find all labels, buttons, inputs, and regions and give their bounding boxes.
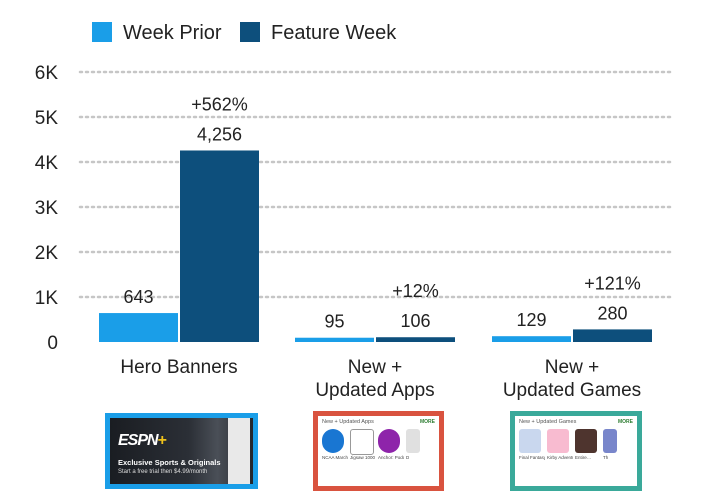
apps-carousel-thumbnail: New + Updated Apps MORE NCAA March Ma… J… [313, 411, 444, 491]
data-label: 129 [516, 310, 546, 330]
bar-feature-week [376, 337, 455, 342]
app-caption: Anchor: Podcasting… [378, 455, 404, 460]
legend-swatch [240, 22, 260, 42]
games-card: New + Updated Games MORE Final Fantasy D… [515, 416, 637, 486]
more-link: MORE [420, 419, 435, 425]
game-tile-partial [603, 429, 617, 453]
game-tile-kirby [547, 429, 569, 453]
data-label: 106 [400, 311, 430, 331]
player-image [228, 418, 250, 484]
change-label: +121% [584, 273, 641, 293]
y-tick-label: 2K [35, 243, 59, 264]
y-tick-label: 0 [47, 333, 58, 354]
x-tick-label: New + [348, 357, 402, 378]
app-caption: Jigsaw 1000 Puzzle… [350, 455, 376, 460]
change-label: +562% [191, 94, 248, 114]
gridlines [78, 70, 674, 299]
chart: Week Prior Feature Week 0 1K 2K 3K 4K 5K 6K 643… [35, 22, 674, 401]
game-tile-entire [575, 429, 597, 453]
espn-logo: ESPN+ [118, 432, 167, 449]
y-tick-label: 6K [35, 63, 59, 84]
game-caption: Final Fantasy Dissidia… [519, 455, 545, 460]
y-axis: 0 1K 2K 3K 4K 5K 6K [35, 63, 59, 354]
bars: 643 4,256 +562% 95 106 +12% 129 280 +121% [99, 94, 652, 342]
game-caption: Entire… [575, 455, 592, 460]
change-label: +12% [392, 281, 439, 301]
app-tile-partial [406, 429, 420, 453]
apps-card: New + Updated Apps MORE NCAA March Ma… J… [318, 416, 439, 486]
bar-feature-week [573, 329, 652, 342]
legend-label: Week Prior [123, 22, 222, 44]
data-label: 280 [597, 303, 627, 323]
banner-headline: Exclusive Sports & Originals [118, 458, 221, 467]
legend-swatch [92, 22, 112, 42]
bar-week-prior [99, 313, 178, 342]
app-tile-anchor [378, 429, 400, 453]
app-tile-ncaa [322, 429, 344, 453]
app-caption: D [406, 455, 410, 460]
app-caption: NCAA March Ma… [322, 455, 348, 460]
bar-week-prior [295, 337, 374, 342]
app-tile-jigsaw [350, 429, 374, 455]
y-tick-label: 1K [35, 288, 59, 309]
card-header: New + Updated Apps [322, 419, 374, 425]
y-tick-label: 5K [35, 108, 59, 129]
x-tick-label: Updated Apps [315, 380, 434, 401]
x-tick-label: New + [545, 357, 599, 378]
y-tick-label: 4K [35, 153, 59, 174]
bar-week-prior [492, 336, 571, 342]
banner-subline: Start a free trial then $4.99/month [118, 469, 208, 475]
game-caption: Th [603, 455, 609, 460]
x-tick-label: Hero Banners [120, 357, 237, 378]
data-label: 643 [123, 287, 153, 307]
legend: Week Prior Feature Week [92, 22, 397, 44]
x-tick-label: Updated Games [503, 380, 641, 401]
data-label: 4,256 [197, 124, 242, 144]
data-label: 95 [324, 312, 344, 332]
hero-banner-thumbnail: ESPN+ Exclusive Sports & Originals Start… [105, 413, 258, 489]
game-tile-ffdissidia [519, 429, 541, 453]
espn-banner: ESPN+ Exclusive Sports & Originals Start… [110, 418, 253, 484]
bar-feature-week [180, 150, 259, 342]
y-tick-label: 3K [35, 198, 59, 219]
game-caption: Kirby Adventure… [547, 455, 573, 460]
more-link: MORE [618, 419, 633, 425]
games-carousel-thumbnail: New + Updated Games MORE Final Fantasy D… [510, 411, 642, 491]
legend-label: Feature Week [271, 22, 397, 44]
card-header: New + Updated Games [519, 419, 577, 425]
